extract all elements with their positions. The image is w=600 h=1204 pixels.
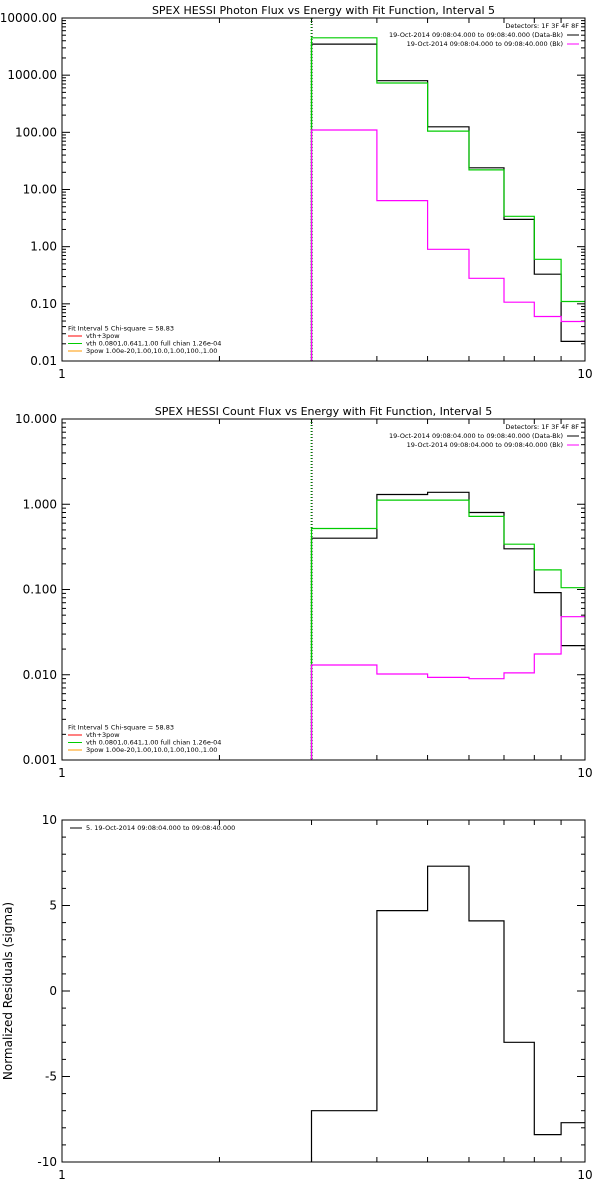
x-tick-label: 10: [577, 367, 592, 381]
series-line-2: [310, 499, 585, 760]
y-tick-label: 0.100: [23, 583, 57, 597]
series-line-3: [310, 129, 585, 361]
y-tick-label: 100.00: [15, 125, 57, 139]
y-tick-label: 0.10: [30, 297, 57, 311]
legend-entry: Detectors: 1F 3F 4F 8F: [505, 22, 579, 30]
legend-entry: 19-Oct-2014 09:08:04.000 to 09:08:40.000…: [389, 432, 563, 440]
legend-entry: Fit Interval 5 Chi-square = 58.83: [68, 325, 174, 333]
y-tick-label: 0.001: [23, 753, 57, 767]
series-line-1: [310, 491, 585, 760]
legend-entry: 19-Oct-2014 09:08:04.000 to 09:08:40.000…: [407, 40, 563, 48]
series-line-3: [310, 616, 585, 760]
y-tick-label: 10: [42, 813, 57, 827]
y-tick-label: 5: [49, 899, 57, 913]
y-tick-label: 1000.00: [7, 68, 57, 82]
series-line-1: [310, 865, 585, 1162]
legend-entry: 5. 19-Oct-2014 09:08:04.000 to 09:08:40.…: [86, 824, 235, 832]
y-tick-label: 0: [49, 984, 57, 998]
y-tick-label: 0.010: [23, 668, 57, 682]
legend-entry: vth+3pow: [86, 332, 120, 340]
legend-entry: 3pow 1.00e-20,1.00,10.0,1.00,100.,1.00: [86, 347, 217, 355]
series-line-2: [310, 37, 585, 361]
chart-panel-3: Normalized Residuals (sigma) -10 -5 0 5 10 1 10…: [1, 813, 593, 1182]
legend-entry: vth 0.0801,0.641,1.00 full chian 1.26e-0…: [86, 739, 221, 747]
series-line-1: [310, 43, 585, 361]
x-tick-label: 1: [58, 367, 66, 381]
y-tick-label: 1.00: [30, 240, 57, 254]
plot-frame: [61, 418, 586, 761]
y-tick-label: 1.000: [23, 497, 57, 511]
legend-entry: vth+3pow: [86, 731, 120, 739]
plot-frame: [61, 819, 586, 1163]
legend-entry: Fit Interval 5 Chi-square = 58.83: [68, 724, 174, 732]
x-tick-label: 1: [58, 766, 66, 780]
y-tick-label: 10000.00: [0, 11, 57, 25]
legend-entry: Detectors: 1F 3F 4F 8F: [505, 423, 579, 431]
legend-entry: 19-Oct-2014 09:08:04.000 to 09:08:40.000…: [389, 31, 563, 39]
chart-title: SPEX HESSI Count Flux vs Energy with Fit…: [155, 405, 492, 418]
y-tick-label: -5: [45, 1070, 57, 1084]
y-tick-label: 10.000: [15, 412, 57, 426]
legend-entry: vth 0.0801,0.641,1.00 full chian 1.26e-0…: [86, 340, 221, 348]
plot-frame: [61, 17, 586, 362]
chart-title: SPEX HESSI Photon Flux vs Energy with Fi…: [152, 4, 495, 17]
y-tick-label: -10: [37, 1155, 57, 1169]
x-tick-label: 1: [58, 1168, 66, 1182]
y-tick-label: 0.01: [30, 354, 57, 368]
legend-entry: 3pow 1.00e-20,1.00,10.0,1.00,100.,1.00: [86, 746, 217, 754]
chart-panel-2: SPEX HESSI Count Flux vs Energy with Fit…: [15, 405, 593, 780]
x-tick-label: 10: [577, 1168, 592, 1182]
y-axis-label: Normalized Residuals (sigma): [1, 902, 15, 1080]
x-tick-label: 10: [577, 766, 592, 780]
chart-panel-1: SPEX HESSI Photon Flux vs Energy with Fi…: [0, 4, 593, 381]
y-tick-label: 10.00: [23, 183, 57, 197]
legend-entry: 19-Oct-2014 09:08:04.000 to 09:08:40.000…: [407, 441, 563, 449]
